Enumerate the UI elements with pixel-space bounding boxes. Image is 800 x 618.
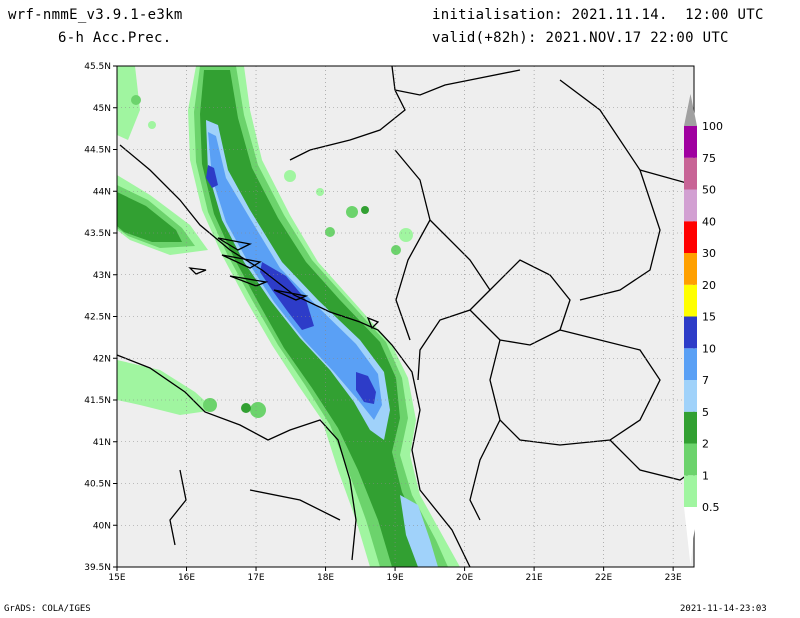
colorbar-level-label: 100 <box>702 120 723 133</box>
colorbar-low-triangle <box>684 507 697 565</box>
lon-tick-label: 22E <box>595 573 612 583</box>
colorbar-swatch <box>684 221 697 253</box>
lat-tick-label: 45N <box>93 104 111 114</box>
lat-tick-label: 42N <box>93 354 111 364</box>
title-init: initialisation: 2021.11.14. 12:00 UTC <box>432 7 764 23</box>
colorbar: 0.5 1 2 5 7 10 15 20 30 40 50 75 100 <box>684 94 723 565</box>
lon-tick-label: 20E <box>456 573 473 583</box>
lat-tick-label: 45.5N <box>84 62 111 72</box>
colorbar-swatch <box>684 157 697 190</box>
title-field: 6-h Acc.Prec. <box>58 30 172 46</box>
footer-timestamp: 2021-11-14-23:03 <box>680 604 767 614</box>
lon-tick-label: 16E <box>178 573 195 583</box>
lon-tick-label: 19E <box>387 573 404 583</box>
lat-tick-label: 44N <box>93 187 111 197</box>
lat-tick-label: 44.5N <box>84 146 111 156</box>
colorbar-level-label: 50 <box>702 184 716 197</box>
coastline-italy <box>117 354 357 561</box>
colorbar-level-label: 5 <box>702 406 709 419</box>
colorbar-swatch <box>684 443 697 476</box>
colorbar-level-label: 10 <box>702 342 716 355</box>
lon-tick-label: 15E <box>108 573 125 583</box>
colorbar-swatch <box>684 348 697 380</box>
colorbar-swatch <box>684 284 697 317</box>
colorbar-high-triangle <box>684 94 697 126</box>
colorbar-level-label: 30 <box>702 247 716 260</box>
grid-lines <box>116 65 694 568</box>
colorbar-swatch <box>684 475 697 507</box>
lon-tick-label: 17E <box>247 573 264 583</box>
lon-tick-label: 18E <box>317 573 334 583</box>
footer-credit: GrADS: COLA/IGES <box>4 604 91 614</box>
lat-tick-label: 43.5N <box>84 229 111 239</box>
colorbar-swatch <box>684 411 697 444</box>
lat-tick-label: 41.5N <box>84 396 111 406</box>
lat-tick-label: 42.5N <box>84 313 111 323</box>
lat-tick-label: 40N <box>93 521 111 531</box>
axis-ticks: 15E 16E 17E 18E 19E 20E 21E 22E 23E 39.5N 40N 40.5N… <box>84 62 682 583</box>
precip-band-blue <box>208 132 382 420</box>
colorbar-swatch <box>684 189 697 222</box>
colorbar-swatch <box>684 316 697 349</box>
lat-tick-label: 43N <box>93 271 111 281</box>
title-valid: valid(+82h): 2021.NOV.17 22:00 UTC <box>432 30 729 46</box>
colorbar-swatch <box>684 253 697 285</box>
colorbar-swatch <box>684 126 697 158</box>
colorbar-level-label: 20 <box>702 279 716 292</box>
colorbar-level-label: 7 <box>702 374 709 387</box>
colorbar-level-label: 0.5 <box>702 501 720 514</box>
lat-tick-label: 41N <box>93 438 111 448</box>
title-model: wrf-nmmE_v3.9.1-e3km <box>8 7 183 23</box>
lat-tick-label: 39.5N <box>84 563 111 573</box>
colorbar-level-label: 15 <box>702 311 716 324</box>
lon-tick-label: 23E <box>665 573 682 583</box>
colorbar-level-label: 40 <box>702 215 716 228</box>
colorbar-level-label: 1 <box>702 469 709 482</box>
colorbar-level-label: 2 <box>702 438 709 451</box>
lat-tick-label: 40.5N <box>84 480 111 490</box>
coastline-balkans <box>119 144 471 567</box>
lon-tick-label: 21E <box>526 573 543 583</box>
colorbar-level-label: 75 <box>702 152 716 165</box>
colorbar-swatch <box>684 380 697 412</box>
